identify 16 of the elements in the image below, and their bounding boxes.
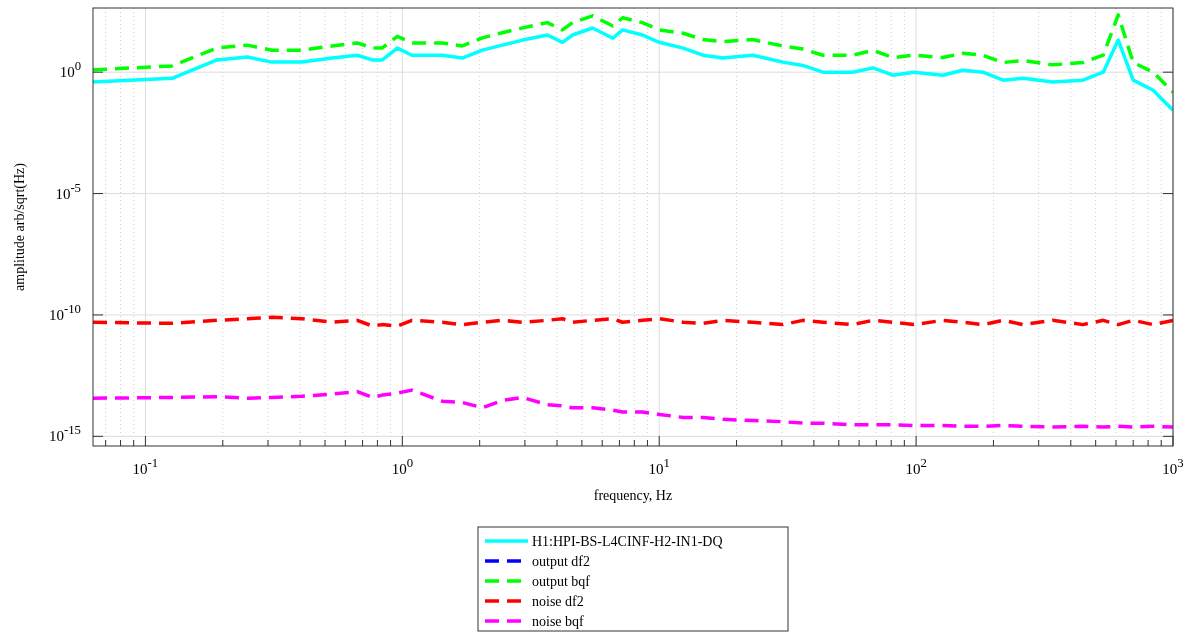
y-tick-label: 10$^{-5}$ — [55, 180, 81, 202]
y-axis-title: amplitude arb/sqrt(Hz) — [12, 162, 28, 291]
x-tick-label: 10$^{-1}$ — [132, 456, 159, 477]
legend-label: noise bqf — [532, 614, 585, 629]
x-tick-label: 10$^{0}$ — [391, 456, 414, 477]
x-tick-label: 10$^{1}$ — [648, 456, 670, 477]
y-tick-label: 10$^{-10}$ — [49, 301, 81, 323]
legend-label: noise df2 — [532, 594, 584, 609]
x-tick-label: 10$^{3}$ — [1162, 456, 1184, 477]
legend-label: output bqf — [532, 574, 591, 589]
legend-label: H1:HPI-BS-L4CINF-H2-IN1-DQ — [532, 534, 723, 549]
x-tick-label: 10$^{2}$ — [905, 456, 927, 477]
y-tick-label: 10$^{0}$ — [59, 59, 81, 81]
x-axis-title: frequency, Hz — [593, 488, 673, 503]
y-tick-label: 10$^{-15}$ — [49, 423, 81, 445]
legend-label: output df2 — [532, 554, 590, 569]
